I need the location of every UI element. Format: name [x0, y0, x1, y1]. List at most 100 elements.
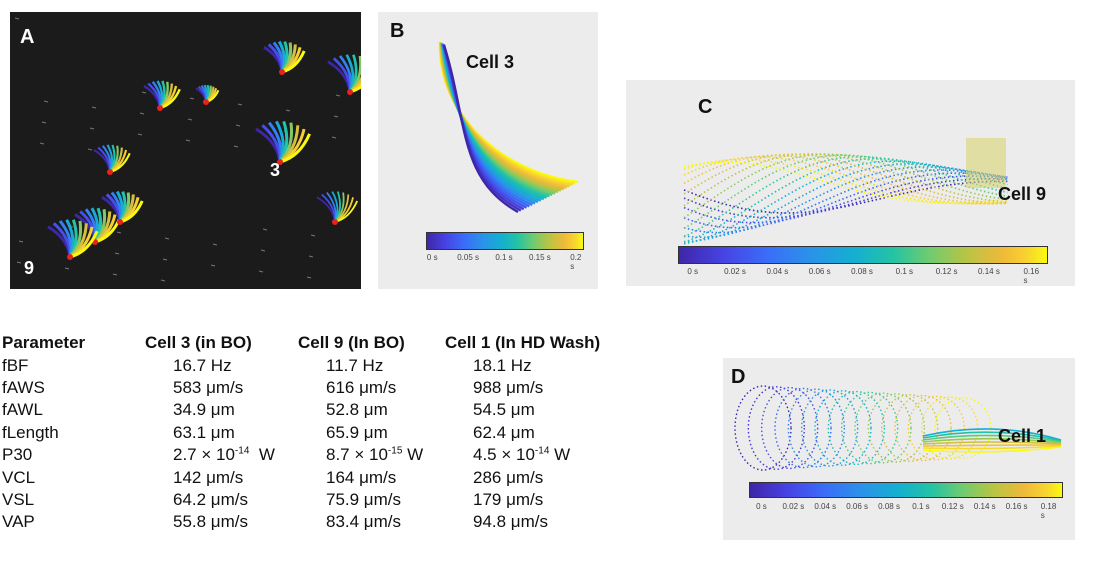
cell-head [157, 105, 163, 111]
header-cell-1: Cell 1 (In HD Wash) [445, 333, 601, 353]
debris-speck [331, 136, 337, 139]
cell-1-trace [934, 397, 992, 459]
row-parameter: fLength [2, 422, 59, 442]
cell-head [332, 219, 338, 225]
cell-1-trace [880, 394, 939, 462]
debris-speck [333, 115, 339, 118]
colorbar-tick-label: 0.05 s [457, 253, 480, 262]
panel-a-label: A [20, 26, 35, 48]
colorbar-tick-label: 0.1 s [912, 502, 930, 511]
cell-9-trace [683, 169, 1008, 234]
row-value-cell-9: 616 μm/s [326, 377, 397, 397]
colorbar-tick-label: 0.18 s [1040, 502, 1057, 520]
cell-1-trace [840, 391, 899, 465]
table-header-row: Parameter Cell 3 (in BO) Cell 9 (In BO) … [2, 332, 615, 354]
cell-9-waveform-plot [683, 138, 1008, 245]
colorbar-d-ticks: 0 s 0.02 s 0.04 s 0.06 s 0.08 s 0.1 s 0.12 s 0.… [749, 502, 1061, 520]
cell-9-trace [683, 180, 1008, 214]
cell-1-tail-trace [922, 434, 1062, 443]
debris-speck [112, 273, 118, 276]
colorbar-tick-label: 0 s [426, 253, 438, 262]
cell-1-tail-trace [922, 431, 1062, 442]
debris-speck [91, 106, 97, 109]
cell-1-tail-trace [922, 446, 1062, 453]
cell-1-trace [774, 387, 832, 469]
row-value-cell-9: 52.8 μm [326, 400, 388, 420]
row-value-cell-3: 55.8 μm/s [173, 512, 248, 532]
table-row: VSL 64.2 μm/s 75.9 μm/s 179 μm/s [2, 489, 615, 511]
row-value-cell-3: 64.2 μm/s [173, 489, 248, 509]
debris-speck [285, 109, 291, 112]
colorbar-tick-label: 0.04 s [814, 502, 837, 511]
cell-1-tail-trace [922, 445, 1062, 450]
row-value-cell-9: 11.7 Hz [326, 355, 384, 375]
cell-9-trace [683, 153, 1008, 204]
p30-unit: W [258, 445, 275, 465]
cell-1-trace [747, 386, 806, 470]
cell-9-trace [683, 166, 1008, 239]
panel-b-label: B [390, 20, 405, 42]
p30-mantissa: 8.7 × 10 [326, 445, 388, 465]
debris-speck [64, 267, 70, 270]
p30-mantissa: 4.5 × 10 [473, 445, 535, 465]
debris-speck [114, 252, 120, 255]
colorbar-c [678, 246, 1048, 264]
row-value-cell-3: 142 μm/s [173, 467, 244, 487]
cell-1-trace [854, 392, 912, 464]
debris-speck [310, 234, 316, 237]
cell-9-trace [683, 175, 1008, 224]
cell-1-tail-trace [922, 437, 1062, 444]
colorbar-tick-label: 0.15 s [528, 253, 551, 262]
cell-9-trace [683, 163, 1008, 243]
cell-head [277, 159, 283, 165]
cell-head [347, 89, 353, 95]
table-row: fAWS 583 μm/s 616 μm/s 988 μm/s [2, 377, 615, 399]
table-row: VAP 55.8 μm/s 83.4 μm/s 94.8 μm/s [2, 511, 615, 533]
colorbar-tick-label: 0.12 s [935, 267, 958, 276]
colorbar-tick-label: 0.1 s [495, 253, 513, 262]
p30-unit: W [554, 445, 571, 465]
debris-speck [137, 133, 143, 136]
row-value-cell-9: 65.9 μm [326, 422, 388, 442]
row-value-cell-1: 18.1 Hz [473, 355, 532, 375]
debris-speck [235, 124, 241, 127]
row-parameter: VCL [2, 467, 36, 487]
debris-speck [18, 240, 24, 243]
row-value-cell-9: 8.7 × 10-15 W [298, 444, 445, 466]
debris-speck [260, 249, 266, 252]
colorbar-tick-label: 0.08 s [878, 502, 900, 511]
cell-1-title: Cell 1 [998, 426, 1047, 446]
cell-9-trace [683, 161, 1008, 204]
debris-speck [43, 100, 49, 103]
row-value-cell-3: 34.9 μm [173, 400, 235, 420]
debris-speck [187, 118, 193, 121]
panel-a-microscopy: A 3 9 [10, 12, 361, 289]
debris-speck [237, 103, 243, 106]
row-value-cell-1: 4.5 × 10-14 W [445, 444, 615, 466]
panel-d-cell1-trace: D Cell 1 0 s 0.02 s 0.04 s 0.06 s 0.08 s 0.1 … [723, 358, 1075, 540]
cell-9-trace [683, 155, 1008, 238]
colorbar-tick-label: 0.06 s [846, 502, 869, 511]
row-value-cell-9: 83.4 μm/s [326, 512, 401, 532]
colorbar-tick-label: 0.02 s [782, 502, 805, 511]
p30-mantissa: 2.7 × 10 [173, 445, 235, 465]
cell-3-waveform-plot [438, 41, 579, 214]
cell-1-trace [800, 389, 859, 467]
cell-3-marker: 3 [270, 160, 281, 180]
p30-unit: W [407, 445, 424, 465]
cell-9-trace [683, 156, 1008, 205]
cell-1-tail-trace [922, 444, 1062, 447]
cell-1-trace [867, 393, 926, 463]
cell-9-title: Cell 9 [998, 184, 1047, 204]
panel-c-cell9-trace: C Cell 9 0 s 0.02 s 0.04 s 0.06 s 0.08 s 0.1 … [626, 80, 1075, 286]
cell-1-trace [814, 390, 872, 466]
row-value-cell-1: 988 μm/s [473, 377, 544, 397]
cell-1-trace [920, 396, 979, 460]
debris-speck [162, 258, 168, 261]
row-value-cell-1: 179 μm/s [473, 489, 544, 509]
colorbar-tick-label: 0.14 s [973, 502, 996, 511]
debris-speck [233, 145, 239, 148]
cell-1-trace [760, 386, 819, 470]
debris-speck [139, 112, 145, 115]
cell-3-title: Cell 3 [466, 52, 515, 72]
